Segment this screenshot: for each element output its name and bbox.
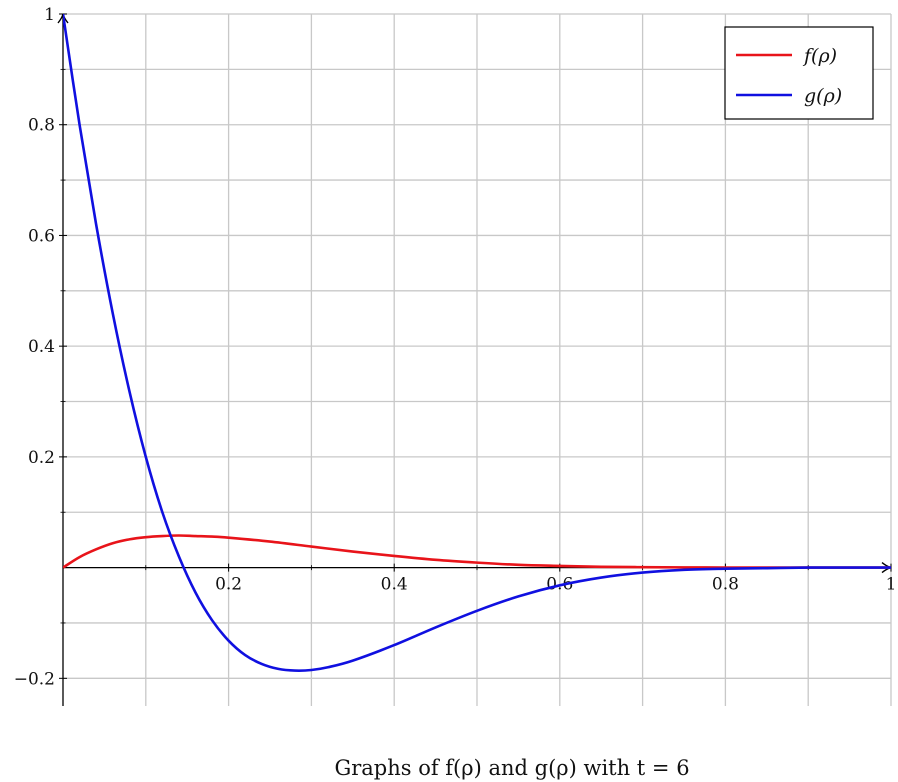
x-tick-label: 0.4 xyxy=(381,575,408,595)
y-tick-label: 0.4 xyxy=(28,337,55,357)
series-line-f xyxy=(63,534,891,569)
series-line-g xyxy=(63,14,891,672)
ticks: 0.2 0.4 0.6 0.8 1−0.20.20.40.60.81 xyxy=(14,5,897,689)
y-tick-label: 0.8 xyxy=(28,116,55,136)
legend: f(ρ) g(ρ) xyxy=(724,26,874,120)
y-tick-label: 0.6 xyxy=(28,226,55,246)
legend-box xyxy=(724,26,874,120)
legend-label-g: g(ρ) xyxy=(804,85,842,107)
series xyxy=(63,14,891,672)
legend-label-f: f(ρ) xyxy=(802,45,837,67)
x-tick-label: 1 xyxy=(886,575,897,595)
x-tick-label: 0.2 xyxy=(215,575,242,595)
y-tick-label: 0.2 xyxy=(28,448,55,468)
x-tick-label: 0.8 xyxy=(712,575,739,595)
y-tick-label: −0.2 xyxy=(14,669,55,689)
y-tick-label: 1 xyxy=(44,5,55,25)
chart-caption: Graphs of f(ρ) and g(ρ) with t = 6 xyxy=(334,756,689,780)
